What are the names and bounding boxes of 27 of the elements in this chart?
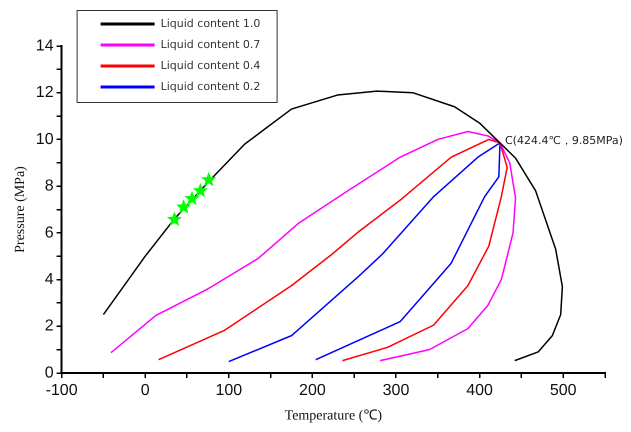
x-tick-label: 100 xyxy=(215,382,242,400)
point xyxy=(201,172,216,186)
point xyxy=(192,182,208,198)
y-tick-label: 8 xyxy=(44,178,54,195)
x-tick-label: 200 xyxy=(299,382,326,400)
y-tick-label: 10 xyxy=(36,130,54,148)
point xyxy=(184,190,200,206)
y-tick-label: 0 xyxy=(44,364,54,382)
x-tick-label: 500 xyxy=(550,382,577,400)
point xyxy=(176,199,192,214)
y-tick-label: 12 xyxy=(36,84,54,102)
annotation: C(424.4℃，9.85MPa) xyxy=(505,134,623,147)
point xyxy=(166,212,182,226)
legend-label: Liquid content 0.7 xyxy=(160,38,260,51)
x-tick-label: 400 xyxy=(466,382,494,400)
x-tick-label: -100 xyxy=(46,382,78,400)
legend-label: Liquid content 1.0 xyxy=(160,16,260,30)
y-axis-title: Pressure (MPa) xyxy=(13,166,28,253)
x-axis-title: Temperature (℃) xyxy=(284,408,382,424)
legend-label: Liquid content 0.2 xyxy=(160,80,260,93)
x-tick-label: 300 xyxy=(382,382,410,400)
y-tick-label: 4 xyxy=(44,270,54,288)
x-tick-label: 0 xyxy=(140,382,150,400)
y-tick-label: 14 xyxy=(36,37,54,54)
y-tick-label: 2 xyxy=(44,318,54,335)
legend-label: Liquid content 0.4 xyxy=(160,58,260,72)
y-tick-label: 6 xyxy=(44,224,54,242)
